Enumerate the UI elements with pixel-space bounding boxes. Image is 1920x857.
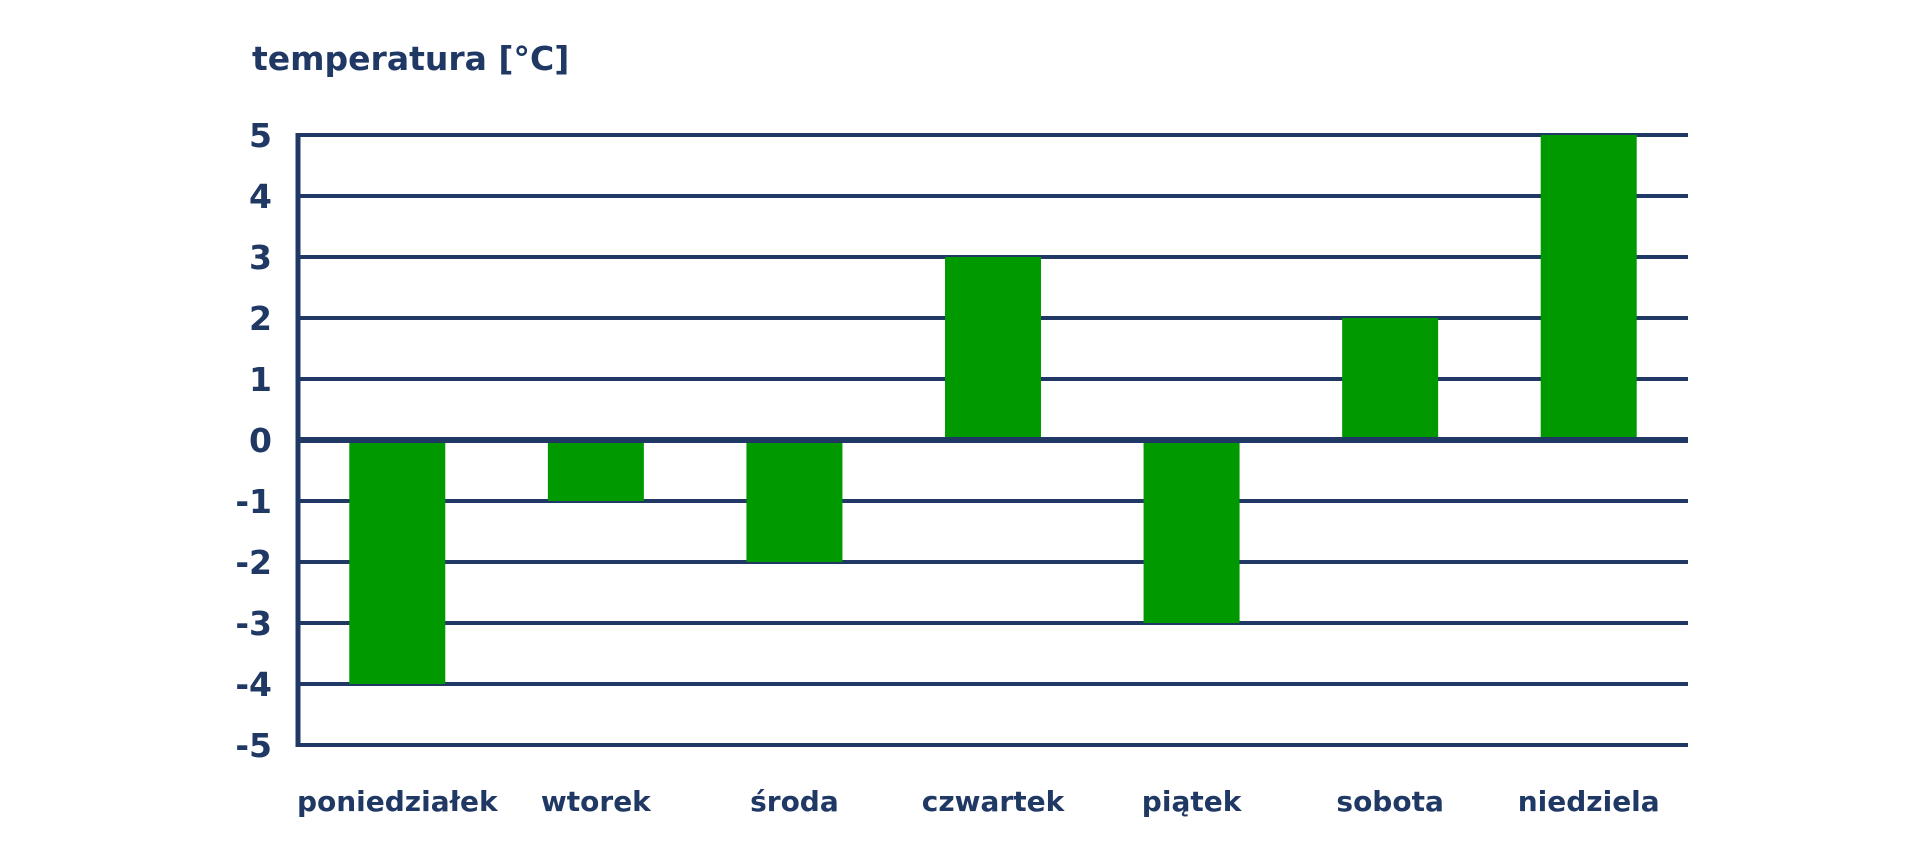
category-label: wtorek — [541, 785, 652, 818]
bar — [1342, 318, 1439, 440]
y-tick-label: 1 — [249, 360, 272, 399]
bar — [349, 440, 446, 684]
category-label: czwartek — [922, 785, 1066, 818]
y-tick-label: -3 — [235, 604, 272, 643]
category-label: niedziela — [1518, 785, 1660, 818]
category-labels: poniedziałek wtorek środa czwartek piątek sob… — [297, 785, 1660, 818]
y-tick-label: -4 — [235, 665, 272, 704]
bar — [1143, 440, 1240, 623]
y-tick-label: 0 — [249, 421, 272, 460]
y-tick-label: 3 — [249, 238, 272, 277]
bar — [1540, 135, 1637, 440]
y-tick-label: -5 — [235, 726, 272, 765]
y-tick-label: 4 — [249, 177, 272, 216]
bar — [547, 440, 644, 501]
category-label: sobota — [1336, 785, 1443, 818]
bars — [349, 135, 1637, 684]
y-tick-label: 2 — [249, 299, 272, 338]
category-label: poniedziałek — [297, 785, 499, 818]
axes — [295, 133, 1688, 747]
y-tick-label: -2 — [235, 543, 272, 582]
bar — [945, 257, 1041, 440]
bar — [746, 440, 843, 562]
y-tick-label: 5 — [249, 116, 272, 155]
y-axis-label: temperatura [°C] — [252, 39, 569, 78]
category-label: środa — [750, 785, 839, 818]
y-tick-label: -1 — [235, 482, 272, 521]
y-tick-labels: 5 4 3 2 1 0 -1 -2 -3 -4 -5 — [235, 116, 272, 765]
category-label: piątek — [1142, 785, 1243, 818]
